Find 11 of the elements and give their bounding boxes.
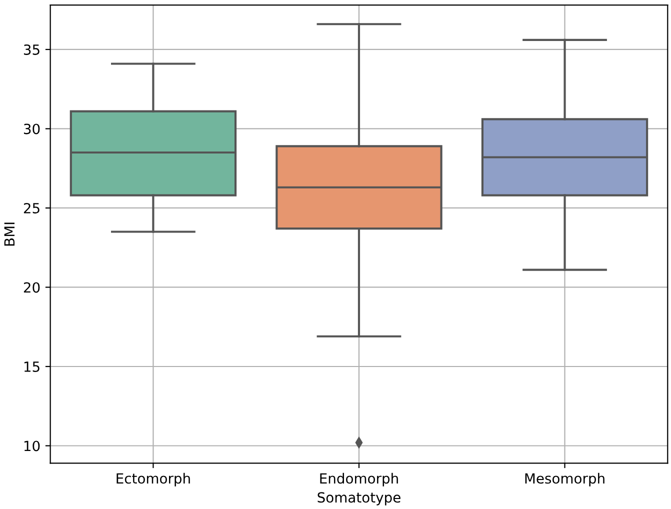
x-tick-label: Endomorph [320,472,398,486]
y-tick-label: 10 [24,440,40,452]
y-tick-label: 20 [24,282,40,293]
y-tick-label: 25 [24,202,40,214]
x-tick-label: Ectomorph [116,472,190,486]
x-tick-label: Mesomorph [525,472,604,486]
y-tick-label: 15 [24,362,40,372]
y-tick-label: 35 [24,44,40,55]
x-axis-title: Somatotype [318,492,400,506]
y-tick-label: 30 [24,124,40,134]
y-axis-title: BMI [4,222,14,246]
